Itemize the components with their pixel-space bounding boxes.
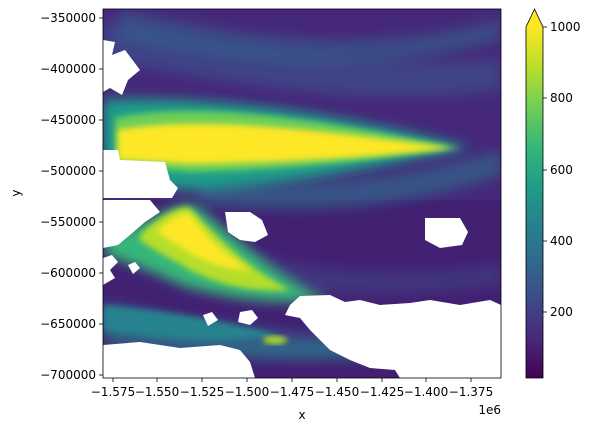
y-tick-label: −500000	[40, 164, 96, 178]
x-tick-label: −1.575	[91, 385, 135, 399]
colorbar-gradient	[526, 27, 543, 378]
y-axis-label: y	[9, 189, 23, 196]
x-tick: −1.550	[135, 378, 179, 399]
y-tick-label: −700000	[40, 368, 96, 382]
x-tick: −1.450	[315, 378, 359, 399]
y-tick: −600000	[40, 266, 103, 280]
colorbar-extend-max-triangle	[526, 9, 543, 27]
x-tick: −1.525	[180, 378, 224, 399]
colorbar-tick-label: 800	[550, 91, 573, 105]
x-tick-label: −1.425	[360, 385, 404, 399]
colorbar-tick: 1000	[543, 20, 581, 34]
x-tick-label: −1.400	[404, 385, 448, 399]
x-tick-label: −1.500	[225, 385, 269, 399]
x-tick-label: −1.450	[315, 385, 359, 399]
colorbar-tick: 200	[543, 305, 573, 319]
y-tick: −700000	[40, 368, 103, 382]
x-tick: −1.475	[270, 378, 314, 399]
heatmap-lower-fast-flow	[103, 204, 330, 344]
plot-frame	[102, 8, 502, 379]
y-tick: −400000	[40, 62, 103, 76]
x-tick-label: −1.475	[270, 385, 314, 399]
x-offset-label: 1e6	[478, 403, 501, 417]
colorbar-tick-label: 1000	[550, 20, 581, 34]
x-tick: −1.375	[449, 378, 493, 399]
y-tick: −650000	[40, 317, 103, 331]
colorbar-tick-label: 200	[550, 305, 573, 319]
y-tick-label: −600000	[40, 266, 96, 280]
x-tick: −1.500	[225, 378, 269, 399]
x-tick: −1.400	[404, 378, 448, 399]
y-tick-label: −350000	[40, 11, 96, 25]
y-axis-ticks: −350000 −400000 −450000 −500000 −550000 …	[40, 11, 103, 382]
x-tick-label: −1.550	[135, 385, 179, 399]
y-tick: −500000	[40, 164, 103, 178]
x-axis-label: x	[298, 408, 305, 422]
y-tick: −350000	[40, 11, 103, 25]
colorbar-tick-label: 600	[550, 163, 573, 177]
colorbar-outline	[525, 8, 544, 379]
colorbar-tick: 600	[543, 163, 573, 177]
y-tick-label: −550000	[40, 215, 96, 229]
x-tick: −1.425	[360, 378, 404, 399]
heatmap-upper-fast-flow	[103, 99, 470, 190]
colorbar-tick: 400	[543, 234, 573, 248]
x-tick: −1.575	[91, 378, 135, 399]
x-axis-ticks: −1.575 −1.550 −1.525 −1.500 −1.475 −1.45…	[91, 378, 493, 399]
y-tick: −550000	[40, 215, 103, 229]
colorbar: 200 400 600 800 1000	[525, 8, 581, 379]
heatmap-nodata-mask	[103, 40, 501, 378]
x-tick-label: −1.375	[449, 385, 493, 399]
colorbar-tick-label: 400	[550, 234, 573, 248]
x-tick-label: −1.525	[180, 385, 224, 399]
colorbar-tick: 800	[543, 91, 573, 105]
y-tick: −450000	[40, 113, 103, 127]
y-tick-label: −650000	[40, 317, 96, 331]
heatmap-image	[103, 9, 501, 378]
y-tick-label: −400000	[40, 62, 96, 76]
y-tick-label: −450000	[40, 113, 96, 127]
